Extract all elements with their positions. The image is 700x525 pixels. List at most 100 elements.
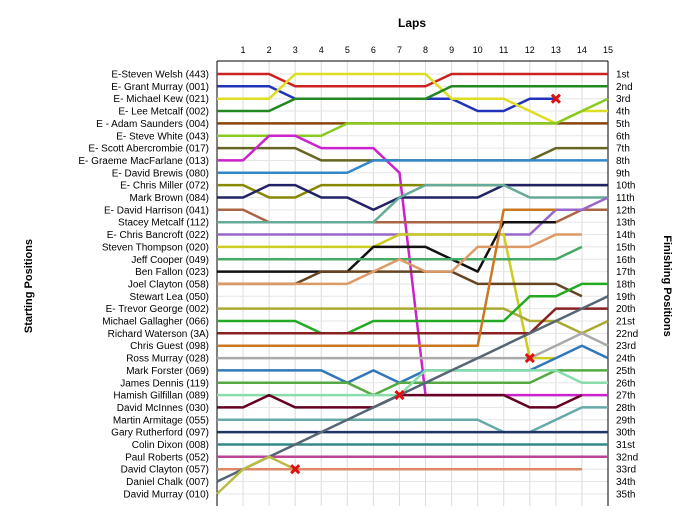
starting-position-label: Mark Brown (084) (130, 193, 209, 204)
retirement-marker (394, 390, 405, 401)
driver-series-line (217, 72, 608, 125)
driver-series-line (217, 282, 608, 335)
x-tick-labels: 1 2 3 4 5 6 7 8 9 10 11 12 13 14 15 (241, 45, 613, 55)
retirement-markers (290, 93, 561, 475)
driver-series-line (217, 332, 609, 360)
finishing-position-label: 19th (616, 292, 635, 303)
finishing-position-label: 23rd (616, 341, 636, 352)
starting-position-label: David McInnes (030) (117, 403, 209, 414)
starting-position-label: E- Steve White (043) (116, 131, 209, 142)
starting-position-label: Michael Gallagher (066) (102, 317, 209, 328)
driver-series-line (217, 406, 608, 434)
x-tick-label: 3 (293, 45, 298, 55)
finishing-position-label: 20th (616, 304, 635, 315)
finishing-position-label: 10th (616, 181, 635, 192)
x-tick-label: 14 (577, 45, 587, 55)
x-tick-label: 7 (397, 45, 402, 55)
finishing-position-label: 5th (616, 119, 630, 130)
finishing-position-label: 8th (616, 156, 630, 167)
finishing-position-label: 2nd (616, 82, 633, 93)
finishing-position-label: 9th (616, 168, 630, 179)
driver-series-line (217, 344, 609, 385)
x-tick-label: 15 (603, 45, 613, 55)
starting-position-label: E- David Brewis (080) (112, 168, 209, 179)
retirement-marker (550, 93, 561, 104)
finishing-position-label: 34th (616, 477, 635, 488)
x-tick-label: 1 (241, 45, 246, 55)
starting-position-label: Chris Guest (098) (130, 341, 209, 352)
driver-series-line (217, 183, 608, 224)
starting-position-label: E- Lee Metcalf (002) (118, 107, 209, 118)
finishing-position-label: 27th (616, 391, 635, 402)
driver-series-line (216, 295, 609, 483)
starting-position-label: Jeff Cooper (049) (131, 255, 209, 266)
starting-position-label: E- Michael Kew (021) (113, 94, 209, 105)
starting-position-label: Joel Clayton (058) (128, 279, 209, 290)
starting-position-label: Stewart Lea (050) (130, 292, 210, 303)
driver-series-line (217, 233, 582, 286)
x-tick-label: 4 (319, 45, 324, 55)
x-tick-label: 11 (499, 45, 508, 55)
x-tick-label: 6 (371, 45, 376, 55)
starting-position-label: E- David Harrison (041) (104, 205, 209, 216)
starting-position-label: Colin Dixon (008) (132, 440, 209, 451)
driver-series-line (216, 455, 296, 495)
driver-series-line (217, 159, 608, 175)
driver-series-line (217, 85, 608, 113)
starting-position-label: E- Chris Bancroft (022) (107, 230, 209, 241)
starting-position-label: Paul Roberts (052) (125, 452, 209, 463)
starting-position-label: Mark Forster (069) (126, 366, 209, 377)
finishing-position-label: 4th (616, 107, 630, 118)
starting-position-label: Ben Fallon (023) (135, 267, 209, 278)
driver-series-line (217, 183, 608, 212)
starting-position-label: James Dennis (119) (120, 378, 209, 389)
y-axis-left-label: Starting Positions (23, 239, 35, 333)
starting-position-label: E - Adam Saunders (004) (96, 119, 209, 130)
starting-position-label: E- Grant Murray (001) (111, 82, 209, 93)
starting-position-label: Steven Thompson (020) (102, 242, 209, 253)
x-tick-label: 10 (473, 45, 483, 55)
x-tick-label: 13 (551, 45, 561, 55)
finishing-position-label: 30th (616, 428, 635, 439)
starting-position-labels: E-Steven Welsh (443)E- Grant Murray (001… (78, 70, 209, 501)
starting-position-label: Richard Waterson (3A) (108, 329, 209, 340)
finishing-position-label: 24th (616, 354, 635, 365)
starting-position-label: David Murray (010) (123, 489, 209, 500)
finishing-position-label: 14th (616, 230, 635, 241)
chart-title: Laps (398, 16, 426, 30)
starting-position-label: E- Graeme MacFarlane (013) (78, 156, 209, 167)
finishing-position-label: 15th (616, 242, 635, 253)
starting-position-label: E-Steven Welsh (443) (111, 70, 209, 81)
x-tick-label: 12 (525, 45, 535, 55)
finishing-position-label: 31st (616, 440, 635, 451)
x-tick-label: 2 (267, 45, 272, 55)
finishing-position-label: 32nd (616, 452, 638, 463)
finishing-position-label: 25th (616, 366, 635, 377)
x-tick-label: 8 (423, 45, 428, 55)
chart-series (216, 72, 609, 495)
finishing-position-label: 17th (616, 267, 635, 278)
starting-position-label: David Clayton (057) (121, 465, 209, 476)
driver-series-line (217, 134, 608, 397)
starting-position-label: Stacey Metcalf (112) (118, 218, 209, 229)
finishing-position-label: 13th (616, 218, 635, 229)
starting-position-label: Ross Murray (028) (126, 354, 209, 365)
starting-position-label: E- Trevor George (002) (106, 304, 209, 315)
finishing-position-label: 21st (616, 317, 635, 328)
finishing-position-label: 26th (616, 378, 635, 389)
finishing-position-label: 16th (616, 255, 635, 266)
finishing-position-label: 35th (616, 489, 635, 500)
y-axis-right-label: Finishing Positions (661, 235, 673, 336)
finishing-position-label: 7th (616, 144, 630, 155)
starting-position-label: Daniel Chalk (007) (126, 477, 209, 488)
finishing-position-label: 11th (616, 193, 635, 204)
finishing-position-label: 22nd (616, 329, 638, 340)
driver-series-line (217, 208, 556, 347)
finishing-position-label: 3rd (616, 94, 630, 105)
finishing-position-label: 29th (616, 415, 635, 426)
x-tick-label: 9 (449, 45, 454, 55)
finishing-position-label: 18th (616, 279, 635, 290)
x-tick-label: 5 (345, 45, 350, 55)
